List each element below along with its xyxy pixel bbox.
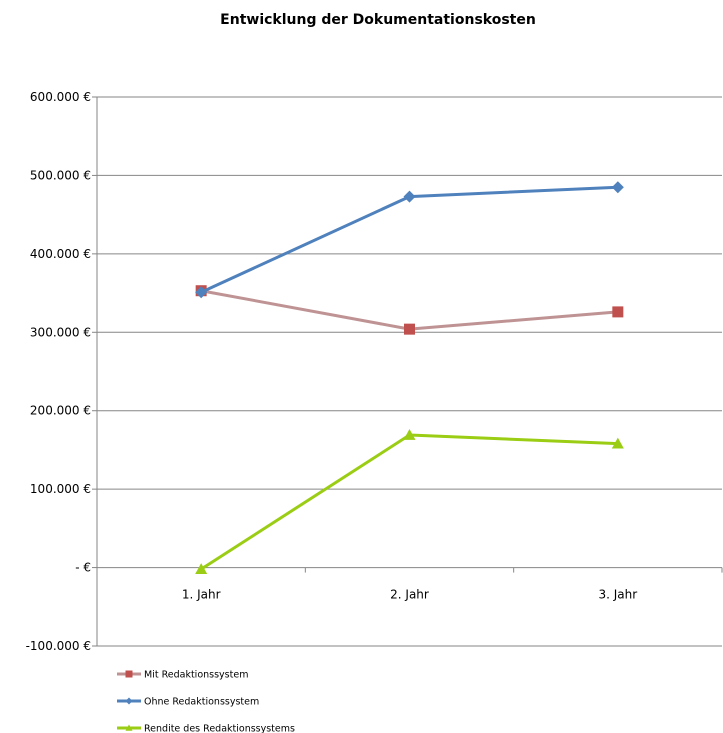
y-tick-label: - € (75, 561, 91, 575)
grid (97, 96, 722, 647)
series-line (200, 433, 618, 571)
x-tick-label: 2. Jahr (390, 588, 429, 602)
x-axis-ticks: 1. Jahr 2. Jahr 3. Jahr (182, 588, 637, 602)
y-axis-ticks: 600.000 € 500.000 € 400.000 € 300.000 € 200.… (26, 90, 91, 653)
legend-label: Mit Redaktionssystem (144, 670, 248, 681)
data-point (612, 306, 624, 318)
series-2 (195, 181, 624, 299)
series-1 (195, 285, 624, 335)
data-point (195, 286, 208, 299)
legend-label: Ohne Redaktionssystem (144, 697, 259, 708)
data-point (404, 323, 415, 335)
legend: Mit Redaktionssystem Ohne Redaktionssyste… (117, 670, 295, 733)
axes (92, 96, 723, 647)
y-tick-label: 400.000 € (30, 247, 91, 261)
legend-item: Mit Redaktionssystem (117, 670, 248, 681)
legend-item: Rendite des Redaktionssystems (117, 724, 295, 733)
y-tick-label: -100.000 € (26, 639, 91, 653)
series-3 (195, 429, 624, 574)
data-point (403, 429, 416, 440)
legend-item: Ohne Redaktionssystem (117, 697, 259, 708)
series-line (200, 185, 618, 294)
data-point (125, 697, 133, 705)
x-tick-label: 3. Jahr (598, 588, 637, 602)
data-point (125, 724, 133, 731)
y-tick-label: 300.000 € (30, 325, 91, 339)
series (195, 181, 624, 574)
data-point (611, 181, 624, 194)
series-line (200, 289, 618, 331)
data-point (403, 190, 416, 203)
legend-label: Rendite des Redaktionssystems (144, 724, 295, 733)
chart-title: Entwicklung der Dokumentationskosten (220, 12, 536, 28)
data-point (611, 437, 624, 449)
data-point (195, 563, 208, 574)
y-tick-label: 500.000 € (30, 168, 91, 182)
data-point (125, 670, 133, 678)
y-tick-label: 200.000 € (30, 404, 91, 418)
x-tick-label: 1. Jahr (182, 588, 221, 602)
y-tick-label: 600.000 € (30, 90, 91, 104)
y-tick-label: 100.000 € (30, 482, 91, 496)
